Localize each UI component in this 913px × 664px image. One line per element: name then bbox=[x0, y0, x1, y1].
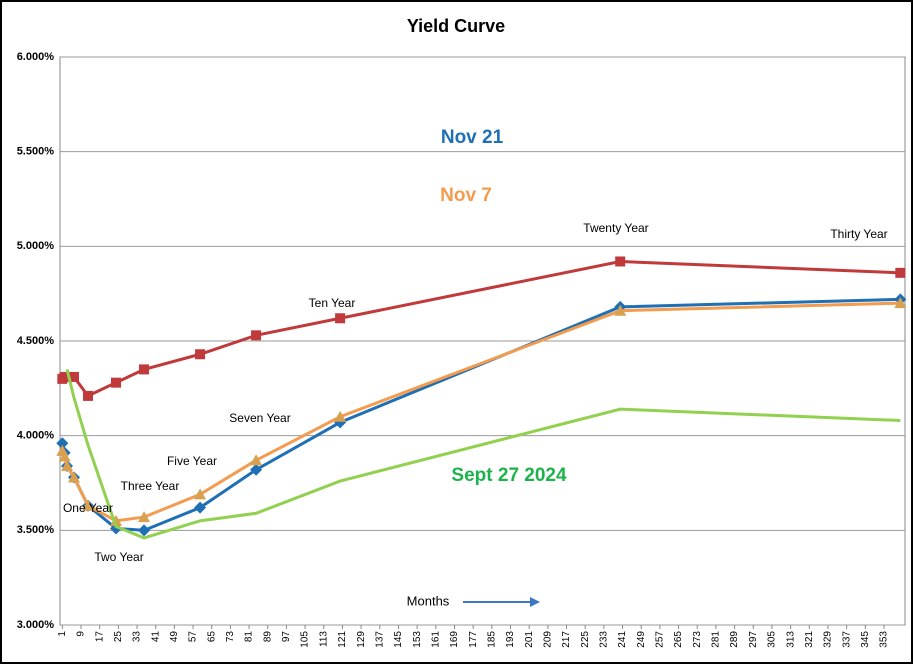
x-tick-label: 169 bbox=[449, 631, 460, 648]
x-tick-label: 281 bbox=[711, 631, 722, 648]
annotation: Seven Year bbox=[229, 411, 290, 425]
x-tick-label: 209 bbox=[542, 631, 553, 648]
annotation: Twenty Year bbox=[583, 221, 648, 235]
marker bbox=[82, 499, 95, 511]
y-tick-label: 5.000% bbox=[17, 240, 55, 252]
x-tick-label: 1 bbox=[57, 631, 68, 637]
x-tick-label: 137 bbox=[374, 631, 385, 648]
x-tick-label: 113 bbox=[318, 631, 329, 647]
marker bbox=[139, 364, 150, 375]
marker bbox=[58, 450, 71, 462]
x-tick-label: 65 bbox=[206, 631, 217, 643]
marker bbox=[69, 371, 80, 382]
y-tick-label: 4.000% bbox=[17, 430, 55, 442]
y-tick-label: 3.000% bbox=[17, 619, 55, 631]
y-tick-label: 6.000% bbox=[17, 51, 55, 63]
x-tick-label: 329 bbox=[823, 631, 834, 648]
marker bbox=[895, 267, 906, 278]
y-tick-label: 5.500% bbox=[17, 146, 55, 158]
x-tick-label: 185 bbox=[486, 631, 497, 648]
x-tick-label: 265 bbox=[673, 631, 684, 648]
marker bbox=[614, 304, 627, 316]
x-tick-label: 249 bbox=[636, 631, 647, 648]
marker bbox=[138, 524, 151, 537]
x-tick-label: 289 bbox=[729, 631, 740, 648]
x-tick-label: 241 bbox=[617, 631, 628, 648]
marker bbox=[194, 501, 207, 514]
marker bbox=[110, 514, 123, 526]
x-tick-label: 321 bbox=[804, 631, 815, 648]
x-tick-label: 81 bbox=[244, 631, 255, 643]
x-tick-label: 353 bbox=[879, 631, 890, 648]
x-tick-label: 193 bbox=[505, 631, 516, 648]
x-tick-label: 73 bbox=[225, 631, 236, 643]
annotation: Two Year bbox=[94, 550, 143, 564]
marker bbox=[61, 459, 74, 471]
annotation: Thirty Year bbox=[830, 227, 887, 241]
annotation: Three Year bbox=[121, 479, 180, 493]
marker bbox=[68, 471, 81, 483]
x-tick-label: 177 bbox=[468, 631, 479, 648]
annotation: Ten Year bbox=[309, 296, 356, 310]
marker bbox=[83, 390, 94, 401]
x-tick-label: 57 bbox=[188, 631, 199, 643]
x-tick-label: 153 bbox=[412, 631, 423, 648]
chart-title: Yield Curve bbox=[407, 16, 505, 36]
marker bbox=[335, 313, 346, 324]
x-tick-label: 25 bbox=[113, 631, 124, 643]
x-tick-label: 9 bbox=[76, 631, 87, 637]
marker bbox=[251, 330, 262, 341]
x-tick-label: 105 bbox=[300, 631, 311, 648]
y-tick-label: 4.500% bbox=[17, 335, 55, 347]
marker bbox=[62, 371, 73, 382]
x-tick-label: 217 bbox=[561, 631, 572, 648]
x-tick-label: 17 bbox=[94, 631, 105, 643]
series-line bbox=[65, 369, 901, 540]
arrow-head bbox=[530, 597, 540, 607]
marker bbox=[334, 410, 347, 422]
x-tick-label: 201 bbox=[524, 631, 535, 648]
x-tick-label: 313 bbox=[785, 631, 796, 648]
marker bbox=[56, 437, 69, 450]
x-tick-label: 161 bbox=[430, 631, 441, 648]
marker bbox=[250, 454, 263, 466]
x-axis-label: Months bbox=[407, 593, 450, 608]
x-tick-label: 145 bbox=[393, 631, 404, 648]
x-tick-label: 41 bbox=[150, 631, 161, 643]
marker bbox=[138, 511, 151, 523]
x-tick-label: 129 bbox=[356, 631, 367, 648]
y-tick-label: 3.500% bbox=[17, 524, 55, 536]
x-tick-label: 233 bbox=[599, 631, 610, 648]
x-tick-label: 337 bbox=[841, 631, 852, 648]
annotation: Five Year bbox=[167, 454, 217, 468]
series-label: Sept 27 2024 bbox=[451, 465, 567, 486]
x-tick-label: 97 bbox=[281, 631, 292, 643]
x-tick-label: 89 bbox=[262, 631, 273, 643]
series-label: Nov 7 bbox=[440, 185, 492, 206]
marker bbox=[194, 488, 207, 500]
x-tick-label: 225 bbox=[580, 631, 591, 648]
x-tick-label: 121 bbox=[337, 631, 348, 648]
marker bbox=[195, 349, 206, 360]
x-tick-label: 257 bbox=[655, 631, 666, 648]
marker bbox=[615, 256, 626, 267]
x-tick-label: 33 bbox=[132, 631, 143, 643]
x-tick-label: 297 bbox=[748, 631, 759, 648]
marker bbox=[894, 297, 907, 309]
marker bbox=[111, 377, 122, 388]
x-tick-label: 345 bbox=[860, 631, 871, 648]
x-tick-label: 49 bbox=[169, 631, 180, 643]
x-tick-label: 273 bbox=[692, 631, 703, 648]
annotation: One Year bbox=[63, 501, 113, 515]
x-tick-label: 305 bbox=[767, 631, 778, 648]
marker bbox=[250, 463, 263, 476]
series-label: Nov 21 bbox=[441, 127, 504, 148]
